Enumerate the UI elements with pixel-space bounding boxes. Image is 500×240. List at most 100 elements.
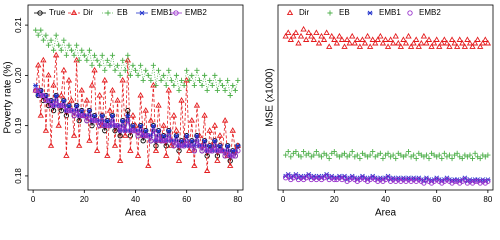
series [282, 25, 492, 49]
marker [53, 32, 59, 38]
marker [347, 152, 353, 158]
marker [81, 52, 87, 58]
marker [382, 36, 389, 42]
marker [104, 152, 111, 158]
marker [74, 42, 80, 48]
marker [58, 107, 64, 114]
marker [99, 113, 105, 118]
marker [125, 107, 131, 114]
marker [150, 62, 157, 68]
marker [392, 32, 399, 39]
marker [76, 117, 82, 124]
marker [384, 43, 392, 49]
marker [393, 155, 399, 162]
marker [227, 153, 233, 159]
marker [89, 117, 95, 124]
marker [76, 57, 82, 63]
series [33, 83, 241, 159]
marker [53, 97, 59, 104]
marker [209, 148, 215, 154]
marker [173, 138, 180, 144]
marker [186, 147, 193, 153]
marker [58, 102, 64, 109]
marker [293, 149, 299, 155]
marker [331, 36, 338, 42]
marker [196, 143, 203, 149]
marker [201, 112, 208, 118]
figure: 0 20 40 60 80 0.18 0.19 0.20 0.21 Area Poverty rat… [3, 4, 494, 219]
marker [327, 10, 333, 16]
marker [193, 102, 201, 108]
marker [212, 143, 218, 149]
marker [150, 81, 157, 88]
marker [143, 67, 149, 73]
marker [127, 128, 134, 134]
marker [161, 138, 167, 144]
marker [377, 32, 384, 39]
marker [459, 155, 465, 162]
marker [33, 83, 39, 88]
marker [178, 77, 185, 84]
marker [109, 117, 116, 124]
marker [86, 112, 93, 119]
marker [361, 39, 369, 46]
marker [119, 76, 126, 83]
marker [107, 62, 113, 68]
marker [178, 138, 185, 144]
series [283, 173, 491, 186]
marker [313, 149, 319, 155]
marker [202, 72, 208, 78]
y-tick-label: 0.18 [14, 168, 23, 184]
marker [42, 127, 50, 133]
marker [125, 117, 131, 124]
marker [186, 143, 192, 149]
marker [225, 143, 231, 149]
marker [306, 173, 312, 179]
marker [109, 52, 116, 58]
marker [37, 112, 44, 118]
marker [421, 180, 427, 186]
marker [140, 133, 146, 139]
marker [112, 123, 118, 129]
marker [411, 152, 417, 158]
marker [364, 32, 371, 39]
marker [107, 123, 113, 129]
marker [155, 67, 162, 73]
marker [207, 77, 213, 84]
marker [366, 43, 374, 49]
marker [209, 82, 215, 89]
marker [140, 77, 146, 84]
marker [38, 92, 44, 99]
marker [311, 152, 317, 158]
marker [35, 87, 41, 94]
marker [184, 67, 190, 73]
marker [173, 127, 180, 133]
marker [88, 81, 96, 88]
marker [469, 43, 476, 49]
marker [153, 82, 159, 89]
marker [53, 93, 59, 98]
marker [135, 133, 141, 139]
marker [63, 112, 70, 119]
marker [184, 138, 190, 144]
marker [155, 102, 162, 108]
marker [234, 142, 242, 148]
marker [158, 138, 164, 144]
marker [70, 132, 78, 138]
marker [235, 148, 241, 154]
marker [171, 82, 177, 89]
marker [477, 155, 483, 162]
marker [178, 97, 185, 103]
legend-label: EMB1 [151, 8, 173, 17]
marker [485, 178, 491, 184]
marker [61, 37, 67, 43]
marker [71, 112, 77, 119]
marker [163, 152, 170, 158]
marker [194, 133, 200, 139]
marker [286, 9, 294, 16]
marker [105, 10, 111, 16]
marker [214, 87, 221, 94]
marker [300, 149, 307, 155]
x-tick-label: 20 [330, 195, 339, 204]
marker [173, 133, 180, 139]
